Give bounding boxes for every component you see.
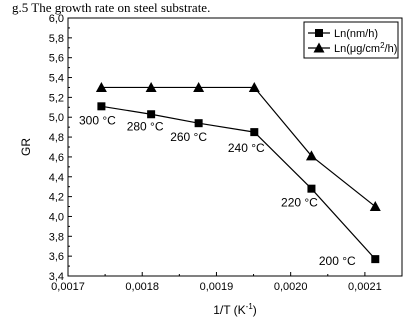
y-tick-label: 5,6 xyxy=(49,53,64,65)
legend-label-end: /h) xyxy=(385,43,398,55)
data-point xyxy=(145,81,157,92)
temperature-label: 300 °C xyxy=(79,113,116,127)
legend-label-sup: 2 xyxy=(380,41,385,50)
y-tick-label: 4,0 xyxy=(49,211,64,223)
figure-caption: g.5 The growth rate on steel substrate. xyxy=(12,0,210,15)
y-tick-label: 5,8 xyxy=(49,33,64,45)
temperature-label: 240 °C xyxy=(228,141,265,155)
y-tick-label: 4,6 xyxy=(49,152,64,164)
data-point xyxy=(95,81,107,92)
legend-label: Ln(μg/cm2/h) xyxy=(334,41,397,55)
x-axis-label-end: ) xyxy=(253,303,257,317)
temperature-label: 220 °C xyxy=(281,196,318,210)
y-axis-label: GR xyxy=(19,138,33,156)
y-tick-label: 4,2 xyxy=(49,192,64,204)
temperature-label: 260 °C xyxy=(170,130,207,144)
temperature-annotations: 300 °C 280 °C 260 °C 240 °C 220 °C 200 °C xyxy=(79,113,356,268)
series-line xyxy=(101,105,376,260)
y-tick-label: 3,8 xyxy=(49,231,64,243)
y-tick-label: 5,2 xyxy=(49,92,64,104)
plot-area: 3,4 3,6 3,8 4,0 4,2 4,4 4,6 4,8 5,0 5,2 5,4 5,6 5,8 6… xyxy=(49,13,403,293)
x-axis-label-main: 1/T (K xyxy=(213,303,245,317)
data-point xyxy=(194,119,203,128)
data-point xyxy=(305,150,317,161)
data-point xyxy=(250,128,259,137)
axis-labels: GR 1/T (K-1) xyxy=(19,138,257,317)
x-tick-label: 0,0018 xyxy=(125,281,159,293)
y-tick-label: 4,8 xyxy=(49,132,64,144)
temperature-label: 280 °C xyxy=(127,119,164,133)
legend-label: Ln(nm/h) xyxy=(334,28,378,40)
series-2 xyxy=(95,81,381,212)
temperature-label: 200 °C xyxy=(319,254,356,268)
legend-marker xyxy=(315,29,323,37)
y-tick-label: 6,0 xyxy=(49,13,64,25)
series-1 xyxy=(97,102,380,264)
x-tick-label: 0,0021 xyxy=(348,281,382,293)
legend: Ln(nm/h)Ln(μg/cm2/h) xyxy=(303,21,399,59)
data-point xyxy=(97,102,106,111)
data-point xyxy=(193,81,205,92)
legend-marker xyxy=(313,42,325,53)
x-axis-label-sup: -1 xyxy=(246,302,254,311)
x-tick-label: 0,0020 xyxy=(274,281,308,293)
x-tick-label: 0,0019 xyxy=(200,281,234,293)
y-tick-label: 5,4 xyxy=(49,73,64,85)
y-tick-label: 3,6 xyxy=(49,251,64,263)
y-tick-label: 3,4 xyxy=(49,271,64,283)
series-line xyxy=(101,86,376,208)
y-tick-label: 5,0 xyxy=(49,112,64,124)
data-point xyxy=(307,184,316,193)
data-point xyxy=(147,110,156,119)
x-tick-label: 0,0017 xyxy=(51,281,85,293)
x-axis-label: 1/T (K-1) xyxy=(213,302,257,317)
data-point xyxy=(371,255,380,264)
y-tick-label: 4,4 xyxy=(49,172,64,184)
data-point xyxy=(248,81,260,92)
data-point xyxy=(369,201,381,212)
legend-label-text: Ln(μg/cm xyxy=(334,43,380,55)
